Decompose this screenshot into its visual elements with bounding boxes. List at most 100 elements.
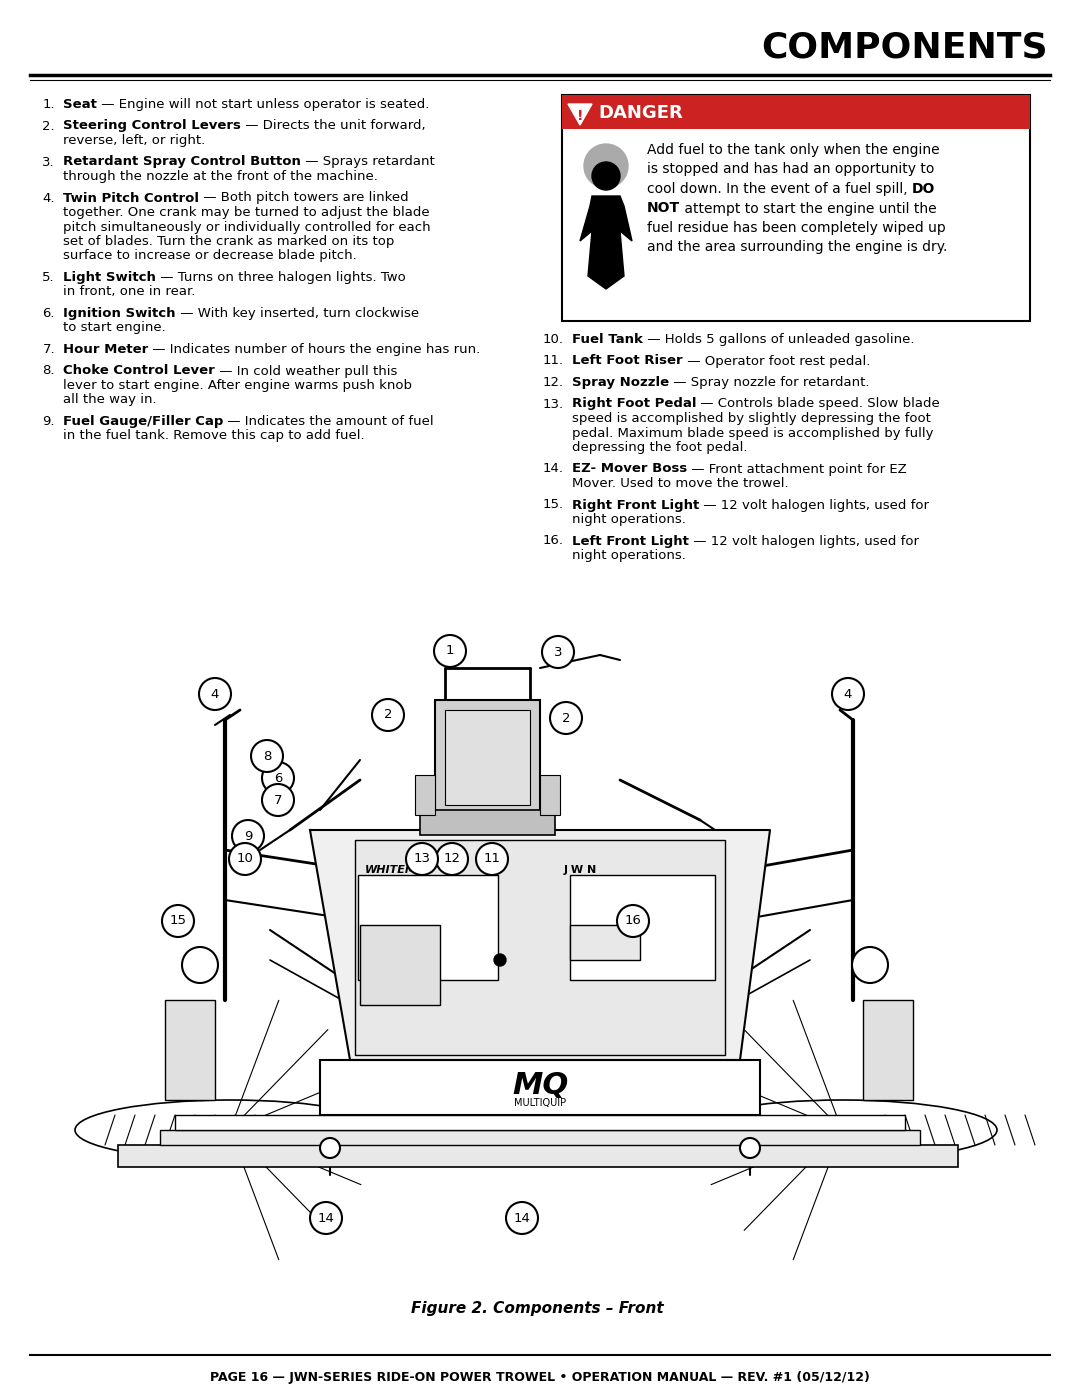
Text: 12.: 12.: [543, 376, 564, 388]
Circle shape: [584, 144, 627, 189]
Polygon shape: [568, 103, 592, 124]
Text: — In cold weather pull this: — In cold weather pull this: [215, 365, 397, 377]
Bar: [165, 1000, 215, 1099]
Text: 16.: 16.: [543, 535, 564, 548]
Text: night operations.: night operations.: [572, 513, 686, 527]
Text: 8.: 8.: [42, 365, 55, 377]
Text: Right Front Light: Right Front Light: [572, 499, 699, 511]
Text: Fuel Tank: Fuel Tank: [572, 332, 643, 346]
Text: 13: 13: [414, 852, 431, 866]
Bar: [562, 95, 1030, 321]
Circle shape: [617, 905, 649, 937]
Bar: [360, 925, 440, 1004]
Text: 14.: 14.: [543, 462, 564, 475]
Bar: [175, 1115, 905, 1130]
Text: attempt to start the engine until the: attempt to start the engine until the: [680, 201, 936, 215]
Bar: [160, 1130, 920, 1146]
Ellipse shape: [75, 1099, 384, 1160]
Text: surface to increase or decrease blade pitch.: surface to increase or decrease blade pi…: [63, 250, 356, 263]
Text: — Holds 5 gallons of unleaded gasoline.: — Holds 5 gallons of unleaded gasoline.: [643, 332, 915, 346]
Text: cool down. In the event of a fuel spill,: cool down. In the event of a fuel spill,: [647, 182, 912, 196]
Text: 8: 8: [262, 750, 271, 763]
Text: through the nozzle at the front of the machine.: through the nozzle at the front of the m…: [63, 170, 378, 183]
Text: 5.: 5.: [42, 271, 55, 284]
Text: DANGER: DANGER: [598, 103, 683, 122]
Circle shape: [542, 636, 573, 668]
Text: 13.: 13.: [543, 398, 564, 411]
Circle shape: [229, 842, 261, 875]
Circle shape: [199, 678, 231, 710]
Circle shape: [592, 162, 620, 190]
Circle shape: [434, 636, 465, 666]
Text: to start engine.: to start engine.: [63, 321, 165, 334]
Circle shape: [251, 740, 283, 773]
Text: — 12 volt halogen lights, used for: — 12 volt halogen lights, used for: [689, 535, 919, 548]
Text: 1.: 1.: [42, 98, 55, 110]
Text: — Both pitch towers are linked: — Both pitch towers are linked: [199, 191, 408, 204]
Text: 7: 7: [273, 793, 282, 806]
Text: PAGE 16 — JWN-SERIES RIDE-ON POWER TROWEL • OPERATION MANUAL — REV. #1 (05/12/12: PAGE 16 — JWN-SERIES RIDE-ON POWER TROWE…: [211, 1372, 869, 1384]
Text: 3: 3: [554, 645, 563, 658]
Text: Ignition Switch: Ignition Switch: [63, 307, 175, 320]
Text: 11: 11: [484, 852, 500, 866]
Text: EZ- Mover Boss: EZ- Mover Boss: [572, 462, 687, 475]
Circle shape: [262, 784, 294, 816]
Text: 2: 2: [562, 711, 570, 725]
Text: 9.: 9.: [42, 415, 55, 427]
Text: set of blades. Turn the crank as marked on its top: set of blades. Turn the crank as marked …: [63, 235, 394, 249]
Bar: [357, 875, 498, 981]
Text: Retardant Spray Control Button: Retardant Spray Control Button: [63, 155, 301, 169]
Text: Hour Meter: Hour Meter: [63, 344, 148, 356]
Text: together. One crank may be turned to adjust the blade: together. One crank may be turned to adj…: [63, 205, 430, 219]
Text: Spray Nozzle: Spray Nozzle: [572, 376, 670, 388]
Text: — Indicates number of hours the engine has run.: — Indicates number of hours the engine h…: [148, 344, 481, 356]
Bar: [570, 875, 715, 981]
Text: in the fuel tank. Remove this cap to add fuel.: in the fuel tank. Remove this cap to add…: [63, 429, 365, 443]
Text: — Sprays retardant: — Sprays retardant: [301, 155, 434, 169]
Text: 15.: 15.: [543, 499, 564, 511]
Circle shape: [372, 698, 404, 731]
Circle shape: [740, 1139, 760, 1158]
Ellipse shape: [687, 1099, 997, 1160]
Text: Right Foot Pedal: Right Foot Pedal: [572, 398, 697, 411]
Text: Figure 2. Components – Front: Figure 2. Components – Front: [410, 1301, 663, 1316]
Text: Fuel Gauge/Filler Cap: Fuel Gauge/Filler Cap: [63, 415, 224, 427]
Text: — Engine will not start unless operator is seated.: — Engine will not start unless operator …: [97, 98, 429, 110]
Text: speed is accomplished by slightly depressing the foot: speed is accomplished by slightly depres…: [572, 412, 931, 425]
Text: WHITEMAN: WHITEMAN: [365, 865, 435, 875]
Text: 3.: 3.: [42, 155, 55, 169]
Text: 10.: 10.: [543, 332, 564, 346]
Bar: [320, 1060, 760, 1115]
Text: Left Foot Riser: Left Foot Riser: [572, 355, 683, 367]
Text: 2: 2: [383, 708, 392, 721]
Text: fuel residue has been completely wiped up: fuel residue has been completely wiped u…: [647, 221, 946, 235]
Circle shape: [507, 1201, 538, 1234]
Circle shape: [310, 1201, 342, 1234]
Circle shape: [494, 954, 507, 965]
Text: 1: 1: [446, 644, 455, 658]
Bar: [562, 95, 1030, 129]
Circle shape: [183, 947, 218, 983]
Text: MULTIQUIP: MULTIQUIP: [514, 1098, 566, 1108]
Text: 2.: 2.: [42, 120, 55, 133]
Text: 7.: 7.: [42, 344, 55, 356]
Text: 4: 4: [843, 687, 852, 700]
Text: 10: 10: [237, 852, 254, 866]
Circle shape: [476, 842, 508, 875]
Text: COMPONENTS: COMPONENTS: [761, 29, 1048, 64]
Text: J W N: J W N: [564, 865, 596, 875]
Bar: [863, 1000, 913, 1099]
Text: !: !: [577, 109, 583, 123]
Bar: [415, 775, 435, 814]
Text: 4: 4: [211, 687, 219, 700]
Text: — Turns on three halogen lights. Two: — Turns on three halogen lights. Two: [156, 271, 406, 284]
Text: 15: 15: [170, 915, 187, 928]
Bar: [420, 810, 555, 835]
Text: — Controls blade speed. Slow blade: — Controls blade speed. Slow blade: [697, 398, 941, 411]
Text: Add fuel to the tank only when the engine: Add fuel to the tank only when the engin…: [647, 142, 940, 156]
Text: and the area surrounding the engine is dry.: and the area surrounding the engine is d…: [647, 240, 947, 254]
Bar: [445, 710, 530, 805]
Polygon shape: [310, 830, 770, 1060]
Circle shape: [162, 905, 194, 937]
Circle shape: [320, 1139, 340, 1158]
